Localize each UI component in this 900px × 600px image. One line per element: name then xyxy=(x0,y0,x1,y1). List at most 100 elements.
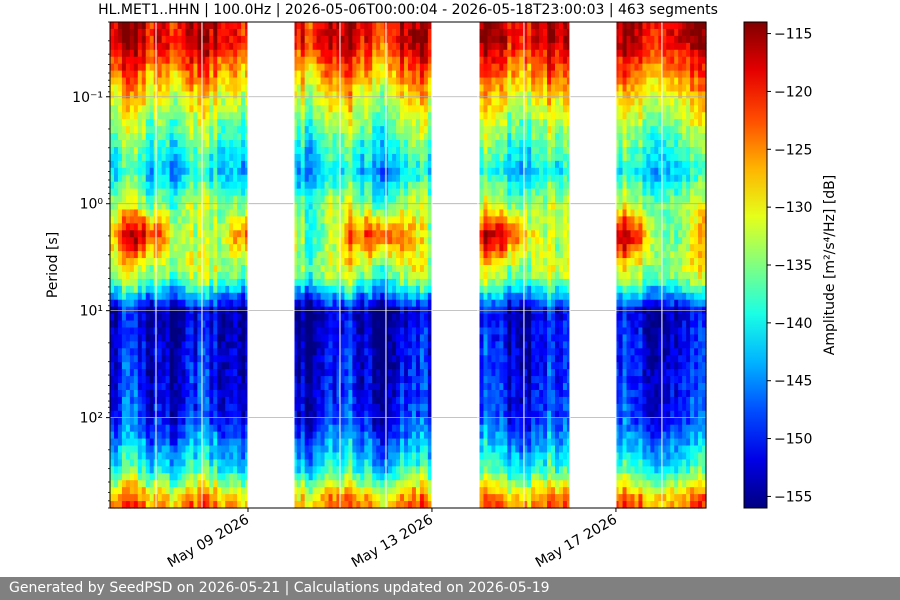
heatmap-cell xyxy=(380,494,385,502)
heatmap-cell xyxy=(360,91,365,99)
heatmap-cell xyxy=(197,278,202,287)
heatmap-cell xyxy=(110,91,115,99)
heatmap-cell xyxy=(340,77,346,86)
heatmap-cell xyxy=(356,459,361,467)
heatmap-cell xyxy=(189,98,195,106)
heatmap-cell xyxy=(173,452,179,460)
heatmap-cell xyxy=(201,181,206,190)
heatmap-cell xyxy=(400,383,405,391)
heatmap-cell xyxy=(415,223,421,231)
heatmap-cell xyxy=(388,473,393,481)
heatmap-cell xyxy=(388,202,393,211)
heatmap-cell xyxy=(376,452,381,460)
heatmap-cell xyxy=(316,112,322,120)
heatmap-cell xyxy=(427,341,433,349)
heatmap-cell xyxy=(328,153,334,162)
heatmap-cell xyxy=(404,230,409,238)
heatmap-cell xyxy=(245,389,250,398)
heatmap-cell xyxy=(356,112,361,120)
heatmap-cell xyxy=(296,480,302,488)
heatmap-cell xyxy=(332,244,338,252)
heatmap-cell xyxy=(419,202,425,211)
heatmap-cell xyxy=(173,445,179,454)
heatmap-cell xyxy=(364,77,369,86)
heatmap-cell xyxy=(189,327,195,336)
heatmap-cell xyxy=(145,160,151,169)
heatmap-cell xyxy=(125,258,131,266)
heatmap-cell xyxy=(165,313,171,322)
heatmap-cell xyxy=(217,140,222,148)
heatmap-cell xyxy=(364,202,369,211)
heatmap-cell xyxy=(320,355,326,363)
heatmap-cell xyxy=(137,452,143,460)
heatmap-cell xyxy=(113,424,119,433)
heatmap-cell xyxy=(300,105,306,113)
heatmap-cell xyxy=(427,396,433,405)
heatmap-cell xyxy=(197,35,202,44)
heatmap-cell xyxy=(396,153,401,162)
heatmap-cell xyxy=(133,480,139,488)
heatmap-cell xyxy=(133,431,139,440)
heatmap-cell xyxy=(419,251,425,259)
heatmap-cell xyxy=(336,70,342,79)
heatmap-cell xyxy=(225,77,230,86)
heatmap-cell xyxy=(221,91,226,99)
heatmap-cell xyxy=(201,237,206,245)
heatmap-cell xyxy=(404,362,409,370)
heatmap-cell xyxy=(133,84,139,93)
heatmap-cell xyxy=(296,56,302,65)
heatmap-cell xyxy=(352,77,357,86)
heatmap-cell xyxy=(245,230,250,238)
heatmap-cell xyxy=(173,181,179,190)
heatmap-cell xyxy=(344,35,349,44)
heatmap-cell xyxy=(479,181,485,190)
heatmap-cell xyxy=(133,42,139,51)
heatmap-cell xyxy=(217,417,222,426)
heatmap-cell xyxy=(117,313,123,322)
heatmap-cell xyxy=(372,383,377,391)
heatmap-cell xyxy=(145,28,151,37)
heatmap-cell xyxy=(376,348,381,356)
heatmap-cell xyxy=(344,431,349,440)
heatmap-cell xyxy=(110,167,115,176)
heatmap-cell xyxy=(177,313,183,322)
heatmap-cell xyxy=(201,341,206,349)
heatmap-cell xyxy=(411,56,417,65)
heatmap-cell xyxy=(217,202,222,211)
heatmap-cell xyxy=(348,459,353,467)
heatmap-cell xyxy=(340,410,346,419)
heatmap-cell xyxy=(193,327,199,336)
heatmap-cell xyxy=(157,362,163,370)
heatmap-cell xyxy=(392,202,397,211)
heatmap-cell xyxy=(161,452,167,460)
heatmap-cell xyxy=(308,327,314,336)
heatmap-cell xyxy=(308,223,314,231)
heatmap-cell xyxy=(360,22,365,30)
heatmap-cell xyxy=(205,265,210,273)
heatmap-cell xyxy=(316,91,322,99)
heatmap-cell xyxy=(348,292,353,301)
heatmap-cell xyxy=(320,160,326,169)
heatmap-cell xyxy=(483,77,489,86)
heatmap-cell xyxy=(376,334,381,342)
heatmap-cell xyxy=(125,313,131,322)
heatmap-cell xyxy=(332,216,338,224)
heatmap-cell xyxy=(213,313,218,322)
heatmap-cell xyxy=(348,84,353,93)
heatmap-cell xyxy=(344,459,349,467)
heatmap-cell xyxy=(348,389,353,398)
heatmap-cell xyxy=(348,63,353,72)
heatmap-cell xyxy=(372,355,377,363)
heatmap-cell xyxy=(356,327,361,336)
heatmap-cell xyxy=(137,424,143,433)
heatmap-cell xyxy=(197,383,202,391)
heatmap-cell xyxy=(404,396,409,405)
heatmap-cell xyxy=(121,369,127,377)
heatmap-cell xyxy=(113,35,119,44)
heatmap-cell xyxy=(479,105,485,113)
heatmap-cell xyxy=(113,355,119,363)
heatmap-cell xyxy=(137,209,143,217)
heatmap-cell xyxy=(376,146,381,155)
heatmap-cell xyxy=(177,480,183,488)
heatmap-cell xyxy=(380,181,385,190)
